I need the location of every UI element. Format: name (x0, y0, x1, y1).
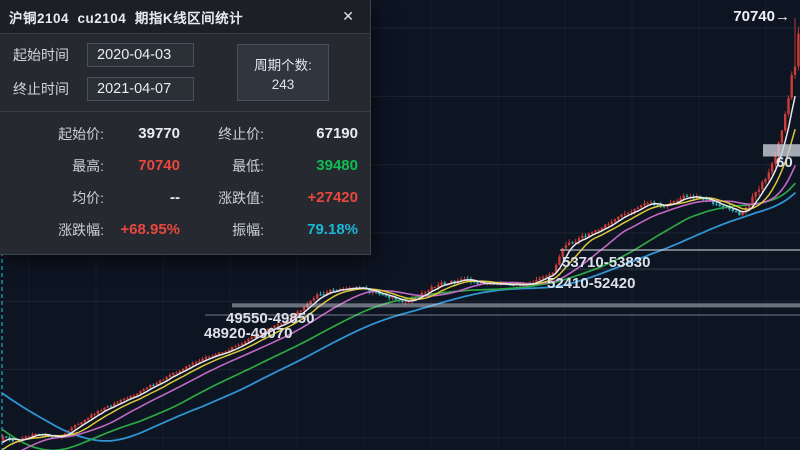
ma-line-5 (2, 95, 796, 444)
stat-value: +68.95% (120, 221, 180, 238)
panel-title: 沪铜2104 cu2104 期指K线区间统计 (9, 10, 244, 26)
stat-value: 67190 (316, 125, 358, 142)
stat-label: 起始价: (58, 126, 104, 142)
gap-label: 60 (776, 154, 793, 171)
stat-label: 终止价: (218, 126, 264, 142)
gap-band (560, 249, 800, 251)
stat-label: 均价: (72, 190, 104, 206)
ma-line-40 (2, 182, 796, 450)
start-time-input[interactable]: 2020-04-03 (87, 43, 194, 67)
gap-label: 49550-49850 (226, 310, 314, 327)
period-count-value: 243 (271, 76, 295, 92)
stat-label: 最低: (232, 158, 264, 174)
stat-value: -- (170, 189, 180, 206)
gap-annotations: 53710-53830 52410-52420 49550-4985048920-4… (204, 144, 800, 342)
stats-grid: 起始价: 39770 终止价: 67190 最高: 70740 最低: 3948… (0, 112, 370, 254)
gap-band (556, 268, 800, 271)
close-icon[interactable]: ✕ (342, 8, 354, 24)
period-count-label: 周期个数: (254, 57, 312, 73)
high-price-label: 70740→ (733, 8, 790, 25)
stat-value: 70740 (138, 157, 180, 174)
gap-band (763, 144, 800, 157)
panel-form: 起始时间 2020-04-03 终止时间 2021-04-07 周期个数: 24… (0, 34, 370, 112)
end-time-label: 终止时间 (13, 81, 69, 97)
end-time-input[interactable]: 2021-04-07 (87, 77, 194, 101)
stat-value: +27420 (307, 189, 358, 206)
stat-value: 79.18% (307, 221, 358, 238)
panel-titlebar[interactable]: 沪铜2104 cu2104 期指K线区间统计 ✕ (0, 0, 370, 34)
start-time-label: 起始时间 (13, 47, 69, 63)
stat-value: 39480 (316, 157, 358, 174)
gap-label: 53710-53830 (562, 254, 650, 271)
ma-line-20 (20, 165, 796, 450)
stat-label: 涨跌幅: (58, 222, 104, 238)
stat-value: 39770 (138, 125, 180, 142)
gap-band (205, 314, 800, 316)
stat-label: 涨跌值: (218, 190, 264, 206)
stat-label: 振幅: (232, 222, 264, 238)
stat-label: 最高: (72, 158, 104, 174)
gap-label: 52410-52420 (547, 275, 635, 292)
gap-label: 48920-49070 (204, 325, 292, 342)
period-count-box: 周期个数: 243 (237, 44, 329, 101)
gap-band (232, 303, 800, 308)
kline-stats-panel: 沪铜2104 cu2104 期指K线区间统计 ✕ 起始时间 2020-04-03… (0, 0, 371, 255)
